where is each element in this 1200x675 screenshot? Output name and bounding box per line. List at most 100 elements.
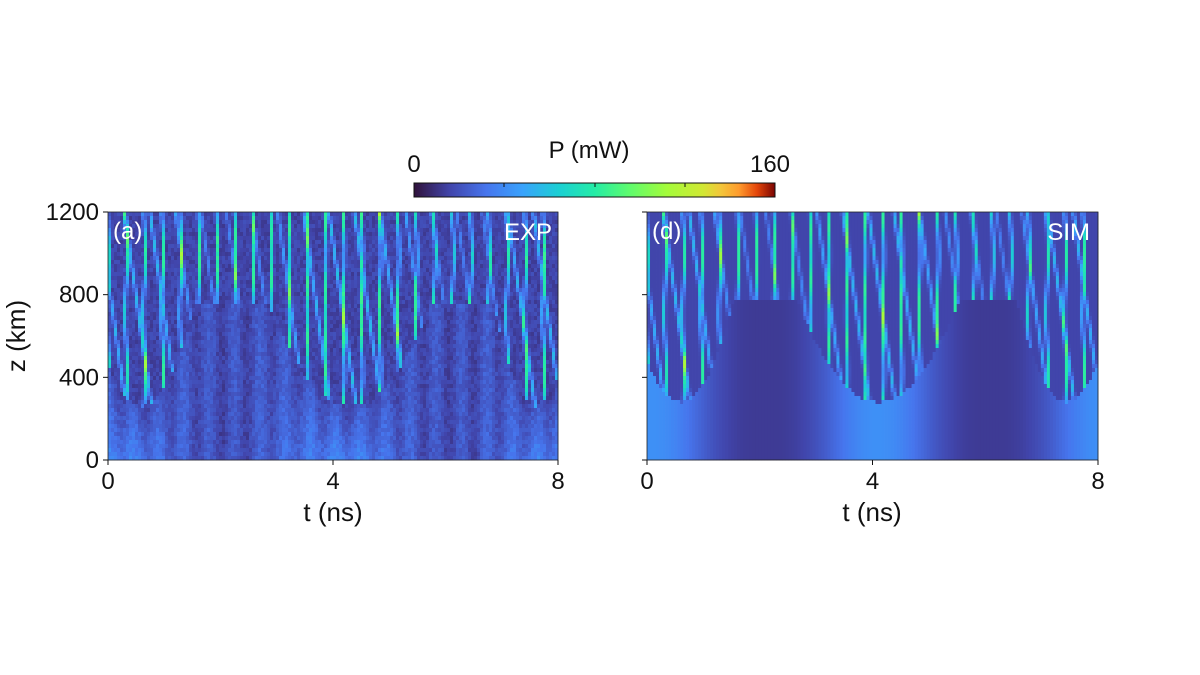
heatmap-cell xyxy=(396,284,400,289)
heatmap-cell xyxy=(366,276,370,281)
heatmap-cell xyxy=(282,240,286,245)
heatmap-cell xyxy=(237,332,241,337)
heatmap-cell xyxy=(471,268,475,273)
heatmap-cell xyxy=(288,324,292,329)
heatmap-cell xyxy=(468,304,472,309)
heatmap-cell xyxy=(540,272,544,277)
heatmap-cell xyxy=(186,252,190,257)
heatmap-cell xyxy=(156,252,160,257)
heatmap-cell xyxy=(120,228,124,233)
heatmap-cell xyxy=(150,304,154,309)
heatmap-cell xyxy=(180,280,184,285)
heatmap-cell xyxy=(303,332,307,337)
heatmap-cell xyxy=(264,244,268,249)
heatmap-cell xyxy=(453,232,457,237)
heatmap-cell xyxy=(516,328,520,333)
heatmap-cell xyxy=(318,260,322,265)
heatmap-cell xyxy=(510,212,514,217)
heatmap-cell xyxy=(450,312,454,317)
heatmap-cell xyxy=(141,220,145,225)
heatmap-cell xyxy=(117,284,121,289)
heatmap-cell xyxy=(108,284,112,289)
heatmap-cell xyxy=(213,316,217,321)
heatmap-cell xyxy=(552,336,556,341)
heatmap-cell xyxy=(219,296,223,301)
heatmap-cell xyxy=(228,308,232,313)
heatmap-cell xyxy=(282,248,286,253)
heatmap-cell xyxy=(273,248,277,253)
heatmap-cell xyxy=(231,256,235,261)
heatmap-cell xyxy=(162,232,166,237)
heatmap-cell xyxy=(462,288,466,293)
heatmap-cell xyxy=(336,296,340,301)
heatmap-cell xyxy=(312,308,316,313)
heatmap-cell xyxy=(408,228,412,233)
heatmap-cell xyxy=(297,308,301,313)
heatmap-cell xyxy=(363,252,367,257)
heatmap-cell xyxy=(192,312,196,317)
heatmap-cell xyxy=(147,292,151,297)
heatmap-cell xyxy=(453,332,457,337)
heatmap-cell xyxy=(210,232,214,237)
heatmap-cell xyxy=(327,340,331,345)
heatmap-cell xyxy=(414,332,418,337)
heatmap-cell xyxy=(291,328,295,333)
heatmap-cell xyxy=(414,248,418,253)
heatmap-cell xyxy=(234,212,238,217)
heatmap-cell xyxy=(126,300,130,305)
heatmap-cell xyxy=(432,336,436,341)
heatmap-cell xyxy=(285,340,289,345)
heatmap-cell xyxy=(291,324,295,329)
heatmap-cell xyxy=(210,308,214,313)
heatmap-cell xyxy=(288,280,292,285)
heatmap-cell xyxy=(252,308,256,313)
heatmap-cell xyxy=(147,284,151,289)
heatmap-cell xyxy=(537,280,541,285)
heatmap-cell xyxy=(381,284,385,289)
heatmap-cell xyxy=(177,276,181,281)
heatmap-cell xyxy=(408,272,412,277)
heatmap-cell xyxy=(492,300,496,305)
heatmap-cell xyxy=(294,288,298,293)
heatmap-cell xyxy=(465,328,469,333)
heatmap-cell xyxy=(243,224,247,229)
heatmap-cell xyxy=(420,304,424,309)
heatmap-cell xyxy=(348,312,352,317)
heatmap-cell xyxy=(396,252,400,257)
heatmap-cell xyxy=(171,264,175,269)
heatmap-cell xyxy=(171,256,175,261)
heatmap-cell xyxy=(141,320,145,325)
heatmap-cell xyxy=(525,320,529,325)
heatmap-cell xyxy=(534,316,538,321)
heatmap-cell xyxy=(243,304,247,309)
heatmap-cell xyxy=(264,212,268,217)
heatmap-cell xyxy=(189,308,193,313)
heatmap-cell xyxy=(501,220,505,225)
heatmap-cell xyxy=(555,260,559,265)
heatmap-cell xyxy=(285,312,289,317)
heatmap-cell xyxy=(240,260,244,265)
heatmap-cell xyxy=(168,288,172,293)
heatmap-cell xyxy=(219,264,223,269)
heatmap-cell xyxy=(261,320,265,325)
heatmap-cell xyxy=(402,244,406,249)
heatmap-cell xyxy=(312,256,316,261)
heatmap-cell xyxy=(492,296,496,301)
heatmap-cell xyxy=(531,220,535,225)
heatmap-cell xyxy=(264,292,268,297)
heatmap-cell xyxy=(396,300,400,305)
heatmap-cell xyxy=(315,292,319,297)
heatmap-cell xyxy=(348,300,352,305)
heatmap-cell xyxy=(321,284,325,289)
heatmap-cell xyxy=(339,340,343,345)
heatmap-cell xyxy=(225,236,229,241)
heatmap-cell xyxy=(381,328,385,333)
heatmap-cell xyxy=(264,280,268,285)
heatmap-cell xyxy=(135,268,139,273)
heatmap-cell xyxy=(477,244,481,249)
heatmap-cell xyxy=(309,336,313,341)
heatmap-cell xyxy=(285,276,289,281)
heatmap-cell xyxy=(474,284,478,289)
heatmap-cell xyxy=(144,300,148,305)
heatmap-cell xyxy=(423,236,427,241)
